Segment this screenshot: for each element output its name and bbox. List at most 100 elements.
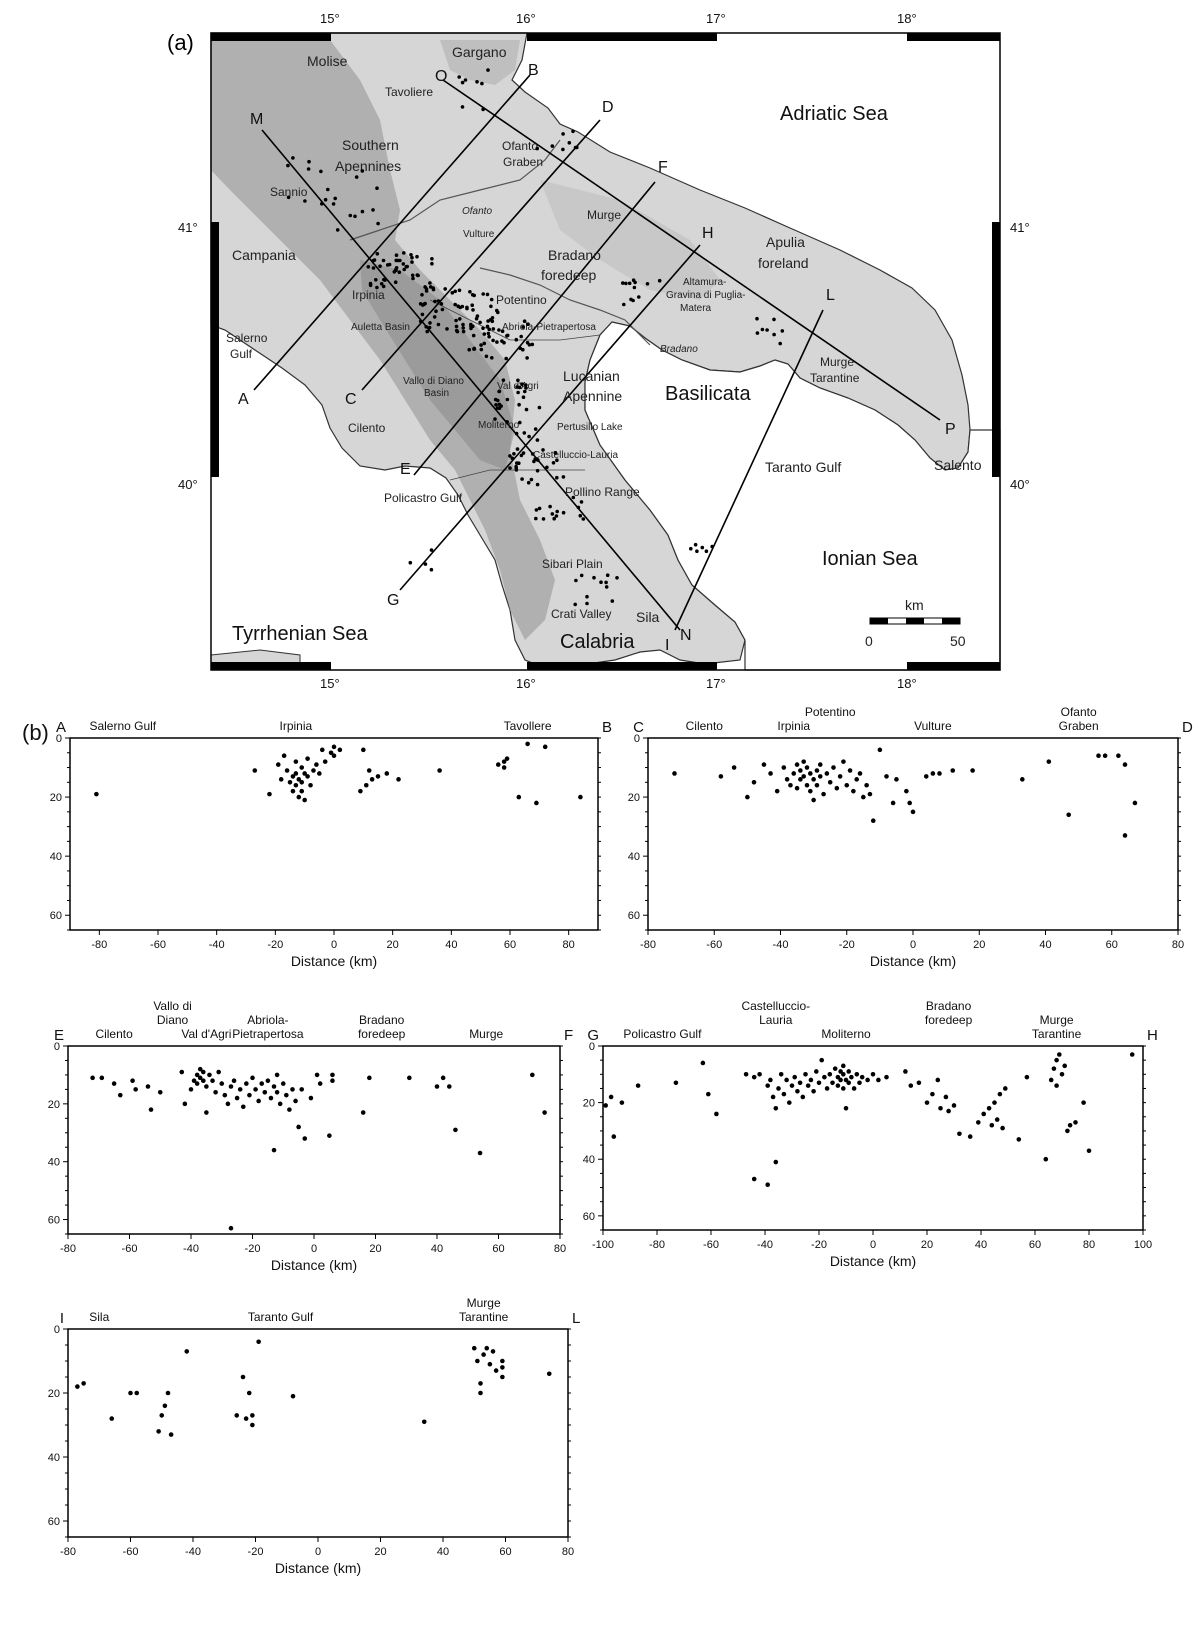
hypocenter-point [240,1104,246,1110]
hypocenter-point [835,1083,841,1088]
epicenter-dot [529,477,534,482]
epicenter-dot [472,293,477,298]
epicenter-dot [530,452,535,456]
hypocenter-point [534,800,539,806]
hypocenter-point [817,774,823,779]
hypocenter-point [250,1422,255,1428]
epicenter-dot [475,314,480,318]
y-tick-label: 40 [50,851,62,863]
hypocenter-point [302,1136,308,1141]
hypocenter-point [846,1069,851,1074]
y-tick-label: 20 [50,792,62,804]
hypocenter-point [861,794,866,800]
epicenter-dot [379,282,384,286]
lon-label-17-top: 17° [706,11,726,26]
epicenter-dot [439,302,444,306]
section-place-label: Tarantine [459,1310,509,1324]
hypocenter-point [447,1084,452,1089]
epicenter-dot [460,80,465,85]
hypocenter-point [293,759,299,764]
hypocenter-point [1024,1074,1030,1080]
x-axis-title: Distance (km) [870,953,956,969]
hypocenter-point [1046,759,1052,764]
hypocenter-point [493,1368,499,1373]
hypocenter-point [811,1088,816,1094]
hypocenter-point [844,782,850,788]
epicenter-dot [307,159,311,164]
x-tick-label: -20 [245,1243,261,1255]
section-place-label: Ofanto [1061,705,1097,719]
hypocenter-point [478,1381,483,1386]
section-place-label: Policastro Gulf [623,1027,702,1041]
section-frame [69,737,599,931]
hypocenter-point [864,782,869,788]
x-tick-label: 40 [975,1239,987,1251]
hypocenter-point [179,1069,185,1075]
hypocenter-point [1102,753,1108,759]
hypocenter-point [700,1060,706,1066]
epicenter-dot [453,302,458,307]
place-lucanian-2: Apennine [563,388,622,404]
epicenter-dot [479,343,483,347]
epicenter-dot [458,305,463,310]
x-tick-label: 40 [1039,939,1051,951]
section-start-letter: G [587,1027,599,1044]
epicenter-dot [760,327,765,332]
section-end-letters: A B C D E F G H I L M N O P [238,62,956,654]
hypocenter-point [800,1094,806,1100]
hypocenter-point [501,765,507,770]
murge-relief [540,180,720,300]
hypocenter-point [204,1110,209,1115]
hypocenter-point [328,750,334,756]
hypocenter-point [317,1081,323,1086]
hypocenter-point [252,768,258,773]
epicenter-dot [581,517,586,521]
hypocenter-point [360,1110,366,1115]
lon-label-16-top: 16° [516,11,536,26]
epicenter-dot [521,395,526,400]
hypocenter-point [792,1074,797,1080]
hypocenter-point [1054,1083,1059,1088]
hypocenter-point [274,1089,280,1095]
epicenter-dot [504,356,509,361]
hypocenter-point [525,741,530,747]
hypocenter-point [1096,753,1101,759]
ofanto-river [349,139,561,241]
x-tick-label: 20 [921,1239,933,1251]
hypocenter-point [827,780,833,785]
epicenter-dot [385,263,390,267]
epicenter-dot [535,146,539,151]
hypocenter-point [546,1371,552,1377]
epicenter-dot [418,319,423,324]
hypocenter-point [290,1393,296,1399]
hypocenter-point [805,1083,811,1088]
epicenter-dot [510,456,515,461]
x-tick-label: 80 [554,1243,566,1255]
hypocenter-point [407,1075,412,1081]
hypocenter-point [608,1094,614,1100]
section-end-letter: H [1147,1027,1158,1044]
hypocenter-point [384,771,390,776]
epicenter-dot [433,299,437,304]
epicenter-dot [471,333,476,338]
hypocenter-point [824,1086,830,1091]
epicenter-dot [415,273,420,277]
epicenter-dot [524,386,528,390]
place-irpinia: Irpinia [352,288,385,302]
section-start-letter: I [60,1310,64,1327]
hypocenter-point [159,1413,165,1418]
hypocenter-point [827,1072,833,1077]
section-AB-plot: -80 -60 -40 -20 0 20 40 60 80 0 20 40 60 Distance (km… [50,719,612,969]
hypocenter-point [801,774,806,779]
place-murge: Murge [587,208,621,222]
hypocenter-point [188,1087,194,1092]
hypocenter-point [910,809,916,815]
epicenter-dot [489,304,493,309]
hypocenter-point [165,1390,171,1396]
hypocenter-point [781,1091,787,1097]
place-policastro-gulf: Policastro Gulf [384,491,463,505]
epicenter-dot [778,341,782,346]
hypocenter-point [117,1092,123,1098]
epicenter-dot [700,545,705,550]
epicenter-dot [472,346,477,351]
